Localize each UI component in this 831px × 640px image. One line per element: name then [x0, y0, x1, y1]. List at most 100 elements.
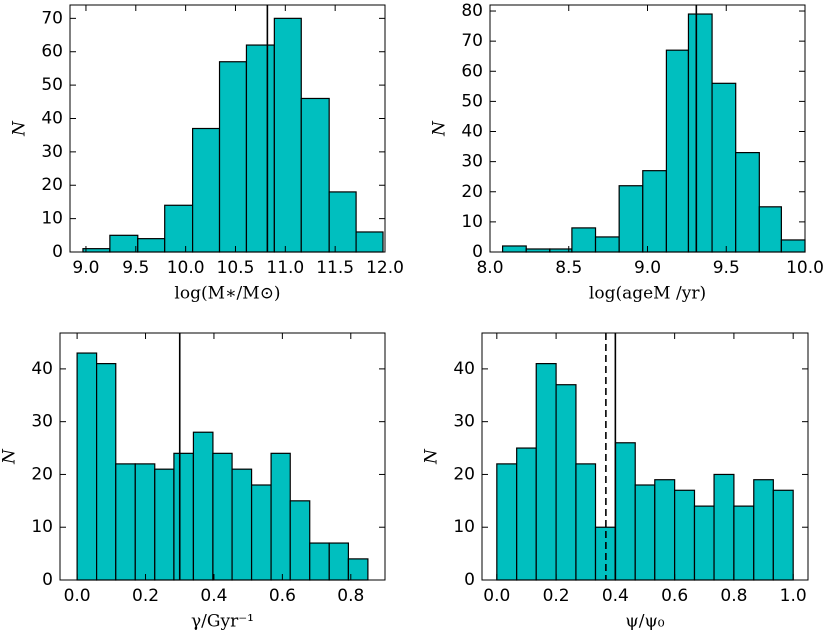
x-tick-label: 8.5	[555, 258, 582, 278]
y-tick-label: 20	[461, 182, 483, 202]
bar	[693, 505, 715, 581]
x-tick-label: 0.6	[269, 586, 296, 606]
bar	[642, 170, 668, 253]
bar	[154, 468, 175, 581]
bar	[273, 17, 302, 253]
bar	[82, 248, 111, 253]
y-tick-label: 10	[461, 212, 483, 232]
bar	[212, 452, 233, 581]
x-tick-label: 9.5	[122, 258, 149, 278]
y-tick-label: 0	[464, 570, 475, 590]
bar	[134, 463, 156, 581]
y-tick-label: 10	[41, 209, 63, 229]
y-tick-label: 30	[461, 152, 483, 172]
x-tick-label: 0.8	[720, 586, 747, 606]
bar	[711, 82, 737, 253]
x-tick-label: 1.0	[780, 586, 807, 606]
bar	[713, 473, 735, 581]
bar	[654, 479, 676, 581]
bar	[231, 468, 253, 581]
x-tick-label: 9.5	[713, 258, 740, 278]
y-tick-label: 10	[453, 517, 475, 537]
bar	[137, 238, 166, 253]
x-tick-label: 0.2	[132, 586, 159, 606]
y-tick-label: 30	[41, 142, 63, 162]
y-tick-label: 50	[461, 91, 483, 111]
axes-frame	[59, 332, 386, 581]
y-tick-label: 60	[461, 61, 483, 81]
y-tick-label: 40	[461, 122, 483, 142]
y-tick-label: 20	[453, 464, 475, 484]
bar	[735, 151, 760, 253]
y-tick-label: 50	[41, 75, 63, 95]
y-tick-label: 40	[31, 359, 53, 379]
bar	[347, 558, 369, 581]
bar	[758, 206, 782, 253]
x-tick-label: 0.4	[200, 586, 227, 606]
y-axis-label: N	[0, 448, 20, 465]
bar	[96, 363, 117, 581]
axes-frame	[69, 4, 386, 253]
x-axis-label: ψ/ψ₀	[625, 612, 664, 632]
bar	[164, 204, 194, 253]
bar	[618, 185, 644, 253]
bar	[270, 452, 291, 581]
bar	[502, 245, 527, 253]
bar	[555, 384, 577, 581]
y-tick-label: 30	[453, 412, 475, 432]
x-axis-label: log(M∗/M⊙)	[174, 284, 280, 304]
bar	[780, 239, 806, 253]
x-tick-label: 10.0	[167, 258, 205, 278]
y-tick-label: 20	[41, 175, 63, 195]
bar	[614, 442, 636, 581]
bar	[328, 191, 357, 253]
bar	[665, 49, 690, 253]
bar	[496, 463, 518, 581]
bar	[535, 363, 557, 581]
x-tick-label: 0.2	[543, 586, 570, 606]
bar	[173, 452, 195, 581]
y-tick-label: 20	[31, 464, 53, 484]
bar	[634, 484, 656, 581]
bar	[575, 463, 597, 581]
bar	[687, 13, 713, 253]
bar	[674, 489, 696, 581]
bar	[309, 542, 330, 581]
x-axis-label: γ/Gyr⁻¹	[191, 612, 254, 632]
bar	[192, 431, 214, 581]
x-tick-label: 11.0	[266, 258, 304, 278]
y-tick-label: 40	[41, 108, 63, 128]
bar	[115, 463, 136, 581]
x-tick-label: 0.6	[661, 586, 688, 606]
y-tick-label: 0	[42, 570, 53, 590]
bar	[192, 127, 221, 253]
y-tick-label: 30	[31, 412, 53, 432]
x-axis-label: log(ageM /yr)	[589, 284, 706, 304]
y-axis-label: N	[10, 120, 30, 137]
x-tick-label: 8.0	[476, 258, 503, 278]
x-tick-label: 11.5	[316, 258, 354, 278]
bar	[571, 227, 597, 253]
x-tick-label: 0.8	[337, 586, 364, 606]
bar	[516, 447, 537, 581]
y-tick-label: 70	[41, 8, 63, 28]
bar	[733, 505, 755, 581]
y-tick-label: 40	[453, 359, 475, 379]
axes-frame	[481, 332, 809, 581]
x-tick-label: 0.0	[483, 586, 510, 606]
y-tick-label: 0	[52, 242, 63, 262]
bar	[355, 231, 384, 253]
y-axis-label: N	[430, 120, 450, 137]
y-tick-label: 0	[472, 242, 483, 262]
y-tick-label: 10	[31, 517, 53, 537]
x-tick-label: 0.4	[602, 586, 629, 606]
y-tick-label: 80	[461, 1, 483, 21]
bar	[109, 234, 139, 253]
bar	[250, 484, 272, 581]
y-axis-label: N	[422, 448, 442, 465]
bar	[289, 500, 311, 581]
y-tick-label: 70	[461, 31, 483, 51]
x-tick-label: 9.0	[634, 258, 661, 278]
x-tick-label: 12.0	[366, 258, 404, 278]
